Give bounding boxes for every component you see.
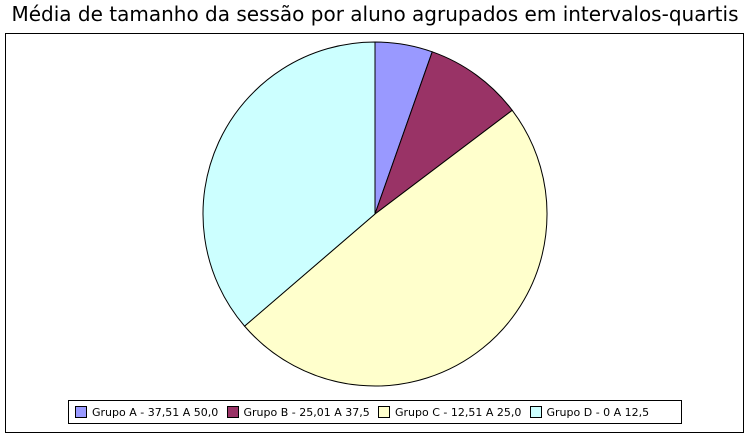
legend-item: Grupo D - 0 A 12,5	[529, 405, 682, 419]
legend: Grupo A - 37,51 A 50,0 Grupo B - 25,01 A…	[68, 400, 682, 424]
legend-label: Grupo A - 37,51 A 50,0	[92, 405, 219, 419]
legend-label: Grupo D - 0 A 12,5	[546, 405, 650, 419]
chart-title: Média de tamanho da sessão por aluno agr…	[11, 2, 739, 26]
legend-swatch	[378, 406, 390, 418]
legend-swatch	[226, 406, 239, 418]
legend-item: Grupo B - 25,01 A 37,5	[226, 405, 379, 419]
legend-swatch	[529, 406, 542, 418]
pie-slice	[202, 41, 376, 327]
pie-slice	[373, 51, 513, 216]
legend-label: Grupo C - 12,51 A 25,0	[395, 405, 522, 419]
legend-label: Grupo B - 25,01 A 37,5	[243, 405, 370, 419]
legend-item: Grupo C - 12,51 A 25,0	[378, 406, 530, 419]
legend-swatch	[75, 406, 87, 418]
pie-slice	[243, 109, 548, 387]
legend-item: Grupo A - 37,51 A 50,0	[75, 406, 227, 419]
